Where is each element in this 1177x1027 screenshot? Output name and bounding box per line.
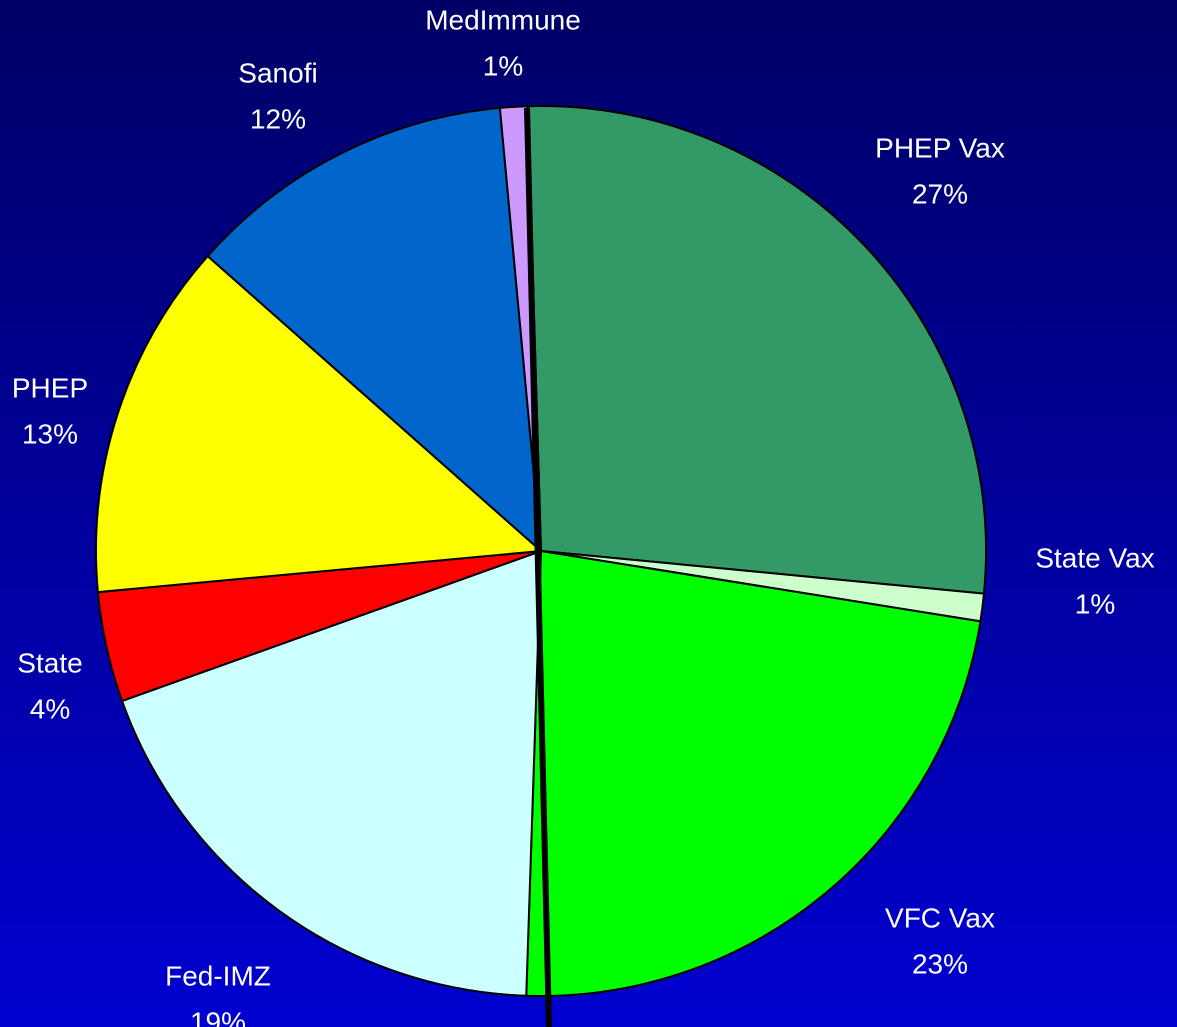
slice-label: PHEP: [12, 372, 88, 403]
labels: PHEP Vax 27% State Vax 1% VFC Vax 23% Fed-IMZ 1…: [12, 4, 1155, 1027]
pie-slice: [95, 254, 544, 594]
slice-value-label: 1%: [483, 50, 523, 81]
slice-label: Sanofi: [238, 57, 317, 88]
slice-value-label: 19%: [190, 1006, 246, 1027]
slice-label: Fed-IMZ: [165, 960, 271, 991]
pie-slice: [120, 549, 543, 997]
slice-label: State Vax: [1035, 542, 1154, 573]
pie: [95, 105, 987, 997]
slice-value-label: 23%: [912, 948, 968, 979]
slice-value-label: 13%: [22, 418, 78, 449]
slice-value-label: 4%: [30, 693, 70, 724]
pie-slice: [525, 549, 982, 997]
divider-line: [524, 107, 552, 1027]
pie-slice: [206, 106, 543, 554]
slice-value-label: 1%: [1075, 588, 1115, 619]
slice-value-label: 12%: [250, 103, 306, 134]
slice-label: VFC Vax: [885, 902, 995, 933]
slice-label: MedImmune: [425, 4, 581, 35]
pie-slice: [526, 105, 987, 595]
slice-value-label: 27%: [912, 178, 968, 209]
slice-label: State: [17, 647, 82, 678]
slice-label: PHEP Vax: [875, 132, 1005, 163]
